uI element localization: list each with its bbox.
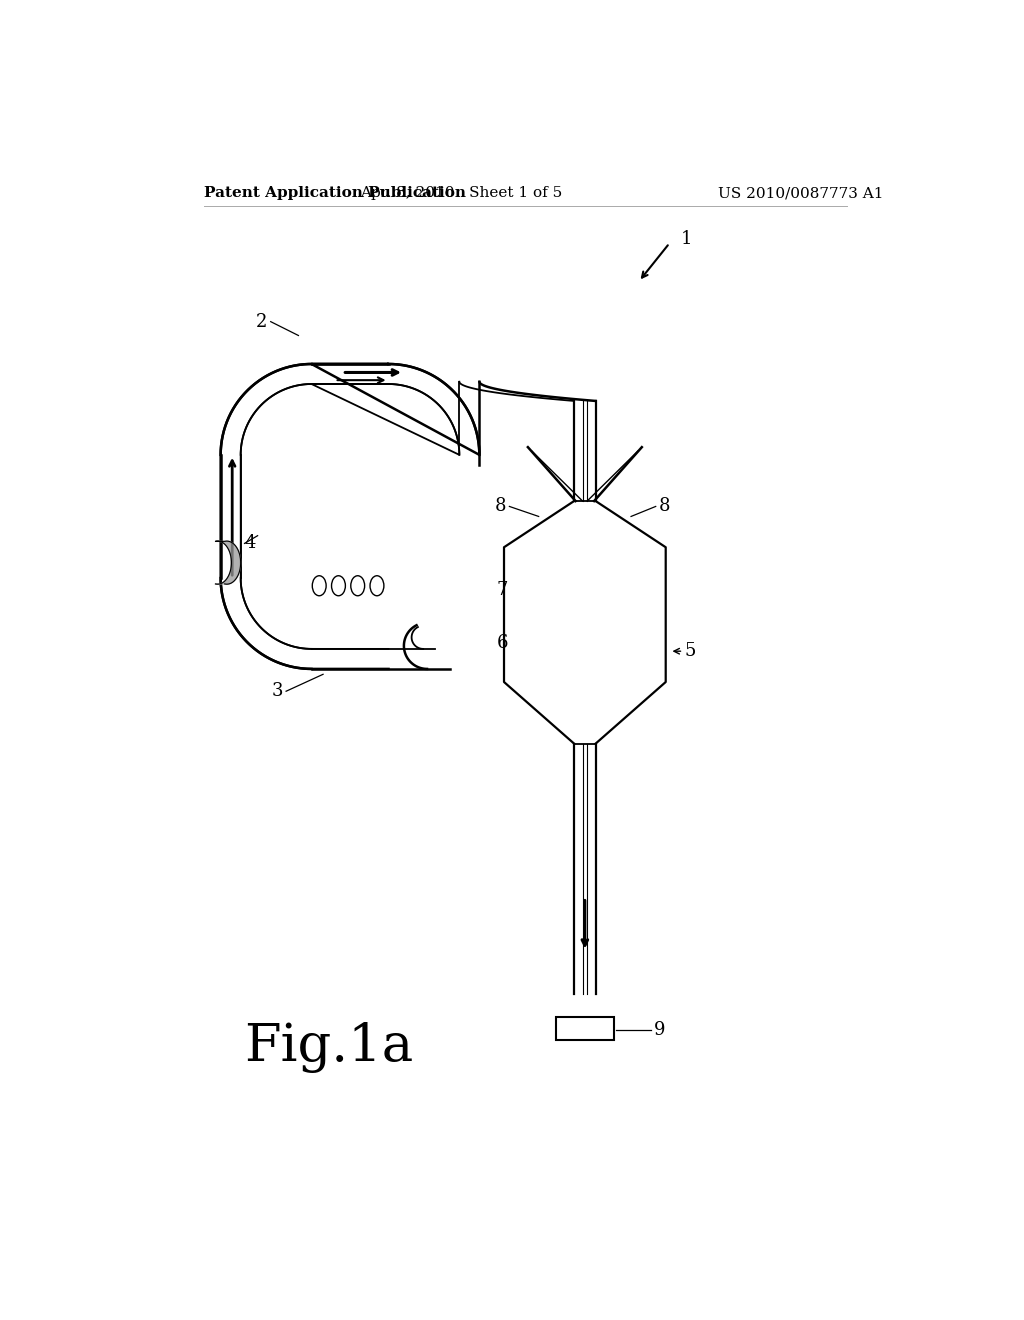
Text: 9: 9 — [654, 1022, 666, 1039]
Ellipse shape — [312, 576, 326, 595]
Polygon shape — [388, 364, 479, 455]
Text: 4: 4 — [245, 535, 256, 552]
Ellipse shape — [332, 576, 345, 595]
Text: 6: 6 — [497, 635, 508, 652]
Text: 8: 8 — [658, 498, 671, 515]
Text: Patent Application Publication: Patent Application Publication — [204, 186, 466, 201]
Text: 5: 5 — [685, 643, 696, 660]
Text: 1: 1 — [681, 230, 692, 248]
Text: US 2010/0087773 A1: US 2010/0087773 A1 — [718, 186, 884, 201]
Ellipse shape — [351, 576, 365, 595]
Text: 3: 3 — [271, 682, 283, 700]
Text: Fig.1a: Fig.1a — [245, 1022, 414, 1073]
Polygon shape — [215, 541, 241, 585]
Polygon shape — [220, 364, 479, 669]
Text: Apr. 8, 2010   Sheet 1 of 5: Apr. 8, 2010 Sheet 1 of 5 — [360, 186, 563, 201]
Polygon shape — [220, 578, 311, 669]
Polygon shape — [220, 364, 311, 455]
Polygon shape — [504, 502, 666, 743]
Ellipse shape — [370, 576, 384, 595]
Text: 2: 2 — [256, 313, 267, 330]
Bar — [556, 1016, 614, 1040]
Text: 7: 7 — [497, 581, 508, 598]
Text: 8: 8 — [495, 498, 506, 515]
